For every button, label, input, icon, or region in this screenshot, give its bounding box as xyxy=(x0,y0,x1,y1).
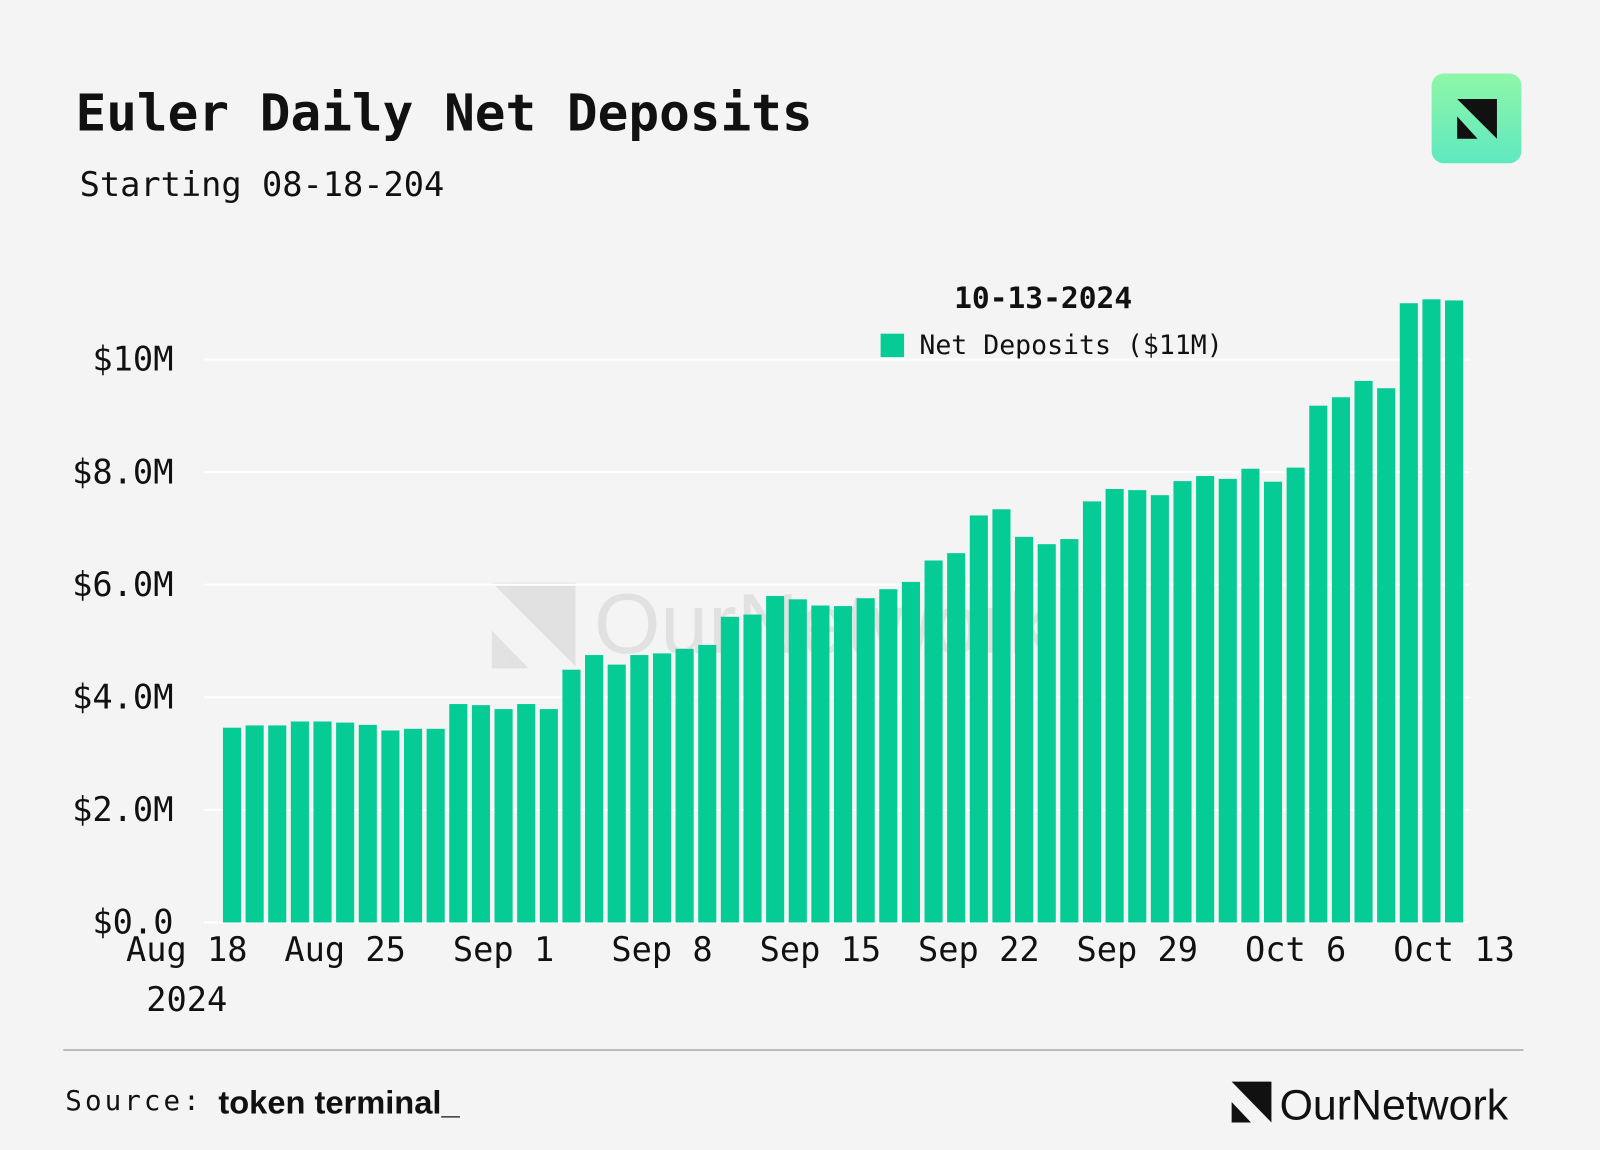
bar xyxy=(1037,544,1056,923)
source-label: Source: xyxy=(65,1085,203,1117)
bar xyxy=(1286,467,1305,923)
bar xyxy=(1331,397,1350,923)
chart-subtitle: Starting 08-18-204 xyxy=(80,165,445,204)
bar xyxy=(856,598,875,923)
bar xyxy=(1309,405,1328,923)
bar xyxy=(1399,303,1418,923)
bar xyxy=(833,606,853,923)
x-tick-label: Aug 25 xyxy=(284,930,406,969)
logo xyxy=(1431,73,1522,164)
bar xyxy=(924,560,943,923)
x-year-label: 2024 xyxy=(146,980,227,1019)
bar xyxy=(449,704,468,923)
bar xyxy=(1445,300,1464,923)
bar xyxy=(1150,495,1169,923)
brand-name: OurNetwork xyxy=(1280,1081,1509,1129)
x-tick-label: Sep 1 xyxy=(453,930,554,969)
bar xyxy=(1128,490,1147,923)
y-tick-label: $6.0M xyxy=(72,565,173,604)
bar xyxy=(969,515,988,923)
y-tick-label: $8.0M xyxy=(72,452,173,491)
bar xyxy=(245,725,264,923)
legend-swatch xyxy=(880,333,905,358)
x-tick-label: Sep 29 xyxy=(1076,930,1198,969)
bar xyxy=(471,705,490,923)
bar xyxy=(1060,539,1079,923)
bar xyxy=(675,648,694,923)
source-name: token terminal_ xyxy=(218,1083,460,1120)
bar xyxy=(1377,388,1396,923)
bar xyxy=(788,599,807,923)
bar xyxy=(313,721,332,923)
bar xyxy=(517,704,536,923)
bar xyxy=(992,509,1011,923)
legend-label: Net Deposits ($11M) xyxy=(919,330,1222,361)
bar xyxy=(879,589,898,923)
bar xyxy=(947,553,966,923)
bar xyxy=(720,616,739,923)
bar xyxy=(403,728,423,923)
bar xyxy=(290,721,309,923)
bar xyxy=(268,725,287,923)
x-tick-label: Sep 15 xyxy=(760,930,882,969)
bar xyxy=(1015,536,1034,923)
bar xyxy=(336,722,355,923)
x-tick-label: Sep 8 xyxy=(611,930,712,969)
chart-title: Euler Daily Net Deposits xyxy=(76,85,813,144)
bar xyxy=(381,730,400,923)
x-tick-label: Oct 13 xyxy=(1393,930,1515,969)
bar xyxy=(494,709,513,923)
bar xyxy=(1105,488,1124,923)
bar xyxy=(1422,299,1441,923)
brand-icon xyxy=(1231,1081,1272,1123)
y-tick-label: $10M xyxy=(92,340,173,379)
bar xyxy=(562,669,581,923)
bar xyxy=(1082,501,1102,923)
bar xyxy=(1196,476,1215,923)
legend-title: 10-13-2024 xyxy=(954,281,1132,315)
bar xyxy=(585,655,604,923)
bar xyxy=(766,595,785,923)
x-tick-label: Sep 22 xyxy=(918,930,1040,969)
bar xyxy=(1241,468,1260,923)
y-tick-label: $2.0M xyxy=(72,790,173,829)
x-tick-label: Oct 6 xyxy=(1245,930,1346,969)
bar xyxy=(698,644,717,923)
x-tick-label: Aug 18 xyxy=(126,930,248,969)
bar xyxy=(1263,481,1283,923)
bar xyxy=(811,605,830,923)
bar xyxy=(652,653,672,923)
bar xyxy=(1354,380,1373,923)
plot: $0.0 $2.0M $4.0M $6.0M $8.0M $10M Aug 18 Aug 25… xyxy=(72,299,1515,1019)
bar xyxy=(426,728,445,923)
bar xyxy=(743,614,762,923)
y-tick-label: $4.0M xyxy=(72,678,173,717)
bar xyxy=(1218,478,1237,923)
bar xyxy=(1173,481,1192,923)
bar xyxy=(630,655,649,923)
bar xyxy=(607,664,626,923)
bar xyxy=(358,724,377,923)
bar xyxy=(222,727,242,923)
bar xyxy=(539,709,558,923)
bar xyxy=(901,581,920,923)
y-tick-label: $0.0 xyxy=(92,903,173,942)
